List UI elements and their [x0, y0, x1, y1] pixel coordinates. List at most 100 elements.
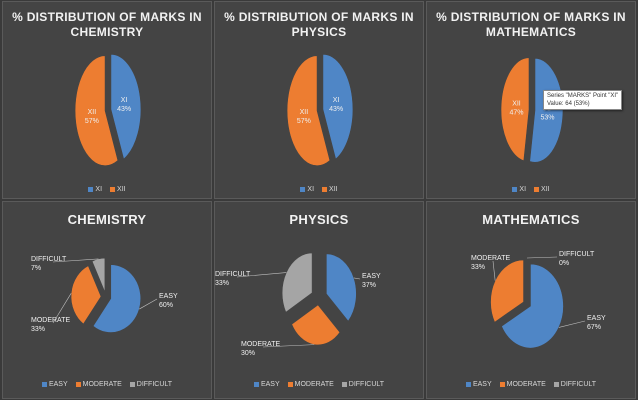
legend-item-moderate[interactable]: MODERATE [287, 381, 334, 388]
pie-slice-moderate[interactable] [291, 304, 341, 346]
slice-value-label-difficult: 33% [215, 280, 229, 287]
chart-panel-mathematics-class[interactable]: % DISTRIBUTION OF MARKS IN MATHEMATICS X… [426, 1, 636, 199]
leader-line-moderate [52, 293, 72, 324]
pie-slice-xi[interactable] [322, 54, 354, 160]
slice-category-label-difficult: DIFFICULT [31, 256, 67, 263]
legend-label: EASY [472, 381, 492, 388]
chart-title-line-1: % DISTRIBUTION OF MARKS IN [12, 10, 202, 24]
slice-category-label-difficult: DIFFICULT [559, 251, 595, 258]
legend-label: XI [95, 186, 103, 193]
legend-item-easy[interactable]: EASY [41, 381, 68, 388]
legend-item-difficult[interactable]: DIFFICULT [341, 381, 385, 388]
slice-value-label-moderate: 30% [241, 350, 255, 357]
leader-line-difficult [52, 258, 99, 263]
legend-item-xi[interactable]: XI [88, 186, 102, 193]
slice-category-label-xii: XII [88, 109, 97, 116]
legend-label: EASY [260, 381, 280, 388]
slice-category-label-difficult: DIFFICULT [215, 271, 251, 278]
slice-value-label-easy: 37% [362, 282, 376, 289]
legend-swatch [287, 381, 293, 387]
slice-value-label-xii: 47% [509, 110, 523, 117]
chart-legend: EASY MODERATE DIFFICULT [3, 381, 211, 388]
slice-category-label-xii: XII [512, 101, 521, 108]
slice-category-label-xi: XI [333, 97, 340, 104]
leader-line-difficult [236, 272, 287, 278]
chart-panel-chemistry-difficulty[interactable]: CHEMISTRY EASY 60% MODERATE 33% DIFFICULT 7% … [2, 201, 212, 399]
chart-title-line-2: CHEMISTRY [70, 25, 144, 39]
leader-line-easy [139, 298, 158, 310]
slice-value-label-xi: 53% [541, 114, 555, 121]
pie-slice-xi[interactable] [110, 54, 142, 160]
pie-chart: EASY 37% MODERATE 30% DIFFICULT 33% [215, 252, 381, 357]
legend-swatch [41, 381, 47, 387]
pie-chart: EASY 67% MODERATE 33% DIFFICULT 0% [471, 251, 606, 349]
slice-value-label-difficult: 0% [559, 260, 569, 267]
legend-swatch [300, 186, 306, 192]
slice-category-label-xi: XI [121, 97, 128, 104]
legend-item-easy[interactable]: EASY [253, 381, 280, 388]
legend-label: MODERATE [506, 381, 546, 388]
chart-legend: EASY MODERATE DIFFICULT [215, 381, 423, 388]
pie-slice-xii[interactable] [286, 55, 331, 166]
chart-panel-mathematics-difficulty[interactable]: MATHEMATICS EASY 67% MODERATE 33% DIFFICULT 0… [426, 201, 636, 399]
legend-swatch [341, 381, 347, 387]
legend-item-xii[interactable]: XII [322, 186, 338, 193]
slice-value-label-moderate: 33% [471, 264, 485, 271]
legend-item-difficult[interactable]: DIFFICULT [553, 381, 597, 388]
pie-chart: EASY 60% MODERATE 33% DIFFICULT 7% [31, 256, 178, 333]
legend-label: MODERATE [294, 381, 334, 388]
slice-category-label-easy: EASY [362, 273, 381, 280]
slice-category-label-moderate: MODERATE [241, 341, 280, 348]
chart-legend: XI XII [215, 186, 423, 193]
chart-panel-physics-difficulty[interactable]: PHYSICS EASY 37% MODERATE 30% DIFFICULT 33% E… [214, 201, 424, 399]
leader-line-easy [353, 277, 361, 280]
legend-label: XI [307, 186, 315, 193]
legend-item-difficult[interactable]: DIFFICULT [129, 381, 172, 388]
tooltip-value-line: Value: 64 (53%) [547, 101, 590, 107]
legend-swatch [88, 186, 94, 192]
legend-swatch [322, 186, 328, 192]
legend-item-moderate[interactable]: MODERATE [499, 381, 546, 388]
legend-item-xii[interactable]: XII [534, 186, 550, 193]
slice-category-label-easy: EASY [587, 315, 606, 322]
legend-item-xii[interactable]: XII [110, 186, 126, 193]
pie-slice-xi[interactable] [529, 57, 564, 163]
chart-title-line-1: % DISTRIBUTION OF MARKS IN [436, 10, 626, 24]
pie-slice-difficult[interactable] [281, 252, 313, 313]
slice-value-label-xi: 43% [329, 106, 343, 113]
pie-slice-easy[interactable] [92, 264, 142, 333]
legend-item-moderate[interactable]: MODERATE [75, 381, 122, 388]
leader-line-moderate [492, 260, 496, 281]
slice-category-label-moderate: MODERATE [471, 255, 510, 262]
legend-item-xi[interactable]: XI [512, 186, 526, 193]
legend-swatch [465, 381, 471, 387]
slice-value-label-xi: 43% [117, 106, 131, 113]
slice-value-label-easy: 60% [159, 302, 173, 309]
chart-title: PHYSICS [289, 212, 349, 227]
pie-slice-easy[interactable] [501, 263, 564, 349]
legend-label: XII [117, 186, 126, 193]
legend-label: DIFFICULT [348, 381, 385, 388]
slice-value-label-moderate: 33% [31, 326, 45, 333]
chart-panel-chemistry-class[interactable]: % DISTRIBUTION OF MARKS IN CHEMISTRY XI 4… [2, 1, 212, 199]
pie-slice-xii[interactable] [500, 57, 530, 162]
legend-swatch [75, 381, 81, 387]
chart-panel-physics-class[interactable]: % DISTRIBUTION OF MARKS IN PHYSICS XI 43%… [214, 1, 424, 199]
legend-swatch [253, 381, 259, 387]
pie-slice-easy[interactable] [326, 253, 357, 322]
leader-line-easy [558, 320, 586, 328]
legend-item-easy[interactable]: EASY [465, 381, 492, 388]
leader-line-moderate [262, 344, 315, 348]
chart-title: % DISTRIBUTION OF MARKS IN CHEMISTRY [3, 10, 211, 40]
legend-item-xi[interactable]: XI [300, 186, 314, 193]
pie-slice-xii[interactable] [74, 55, 119, 166]
legend-label: DIFFICULT [560, 381, 597, 388]
slice-category-label-easy: EASY [159, 293, 178, 300]
slice-category-label-moderate: MODERATE [31, 317, 70, 324]
leader-line-difficult [526, 256, 558, 259]
data-point-tooltip: Series "MARKS" Point "XI" Value: 64 (53%… [543, 90, 623, 110]
legend-swatch [534, 186, 540, 192]
legend-label: XII [329, 186, 338, 193]
pie-slice-moderate[interactable] [490, 259, 524, 323]
pie-slice-moderate[interactable] [70, 265, 102, 325]
